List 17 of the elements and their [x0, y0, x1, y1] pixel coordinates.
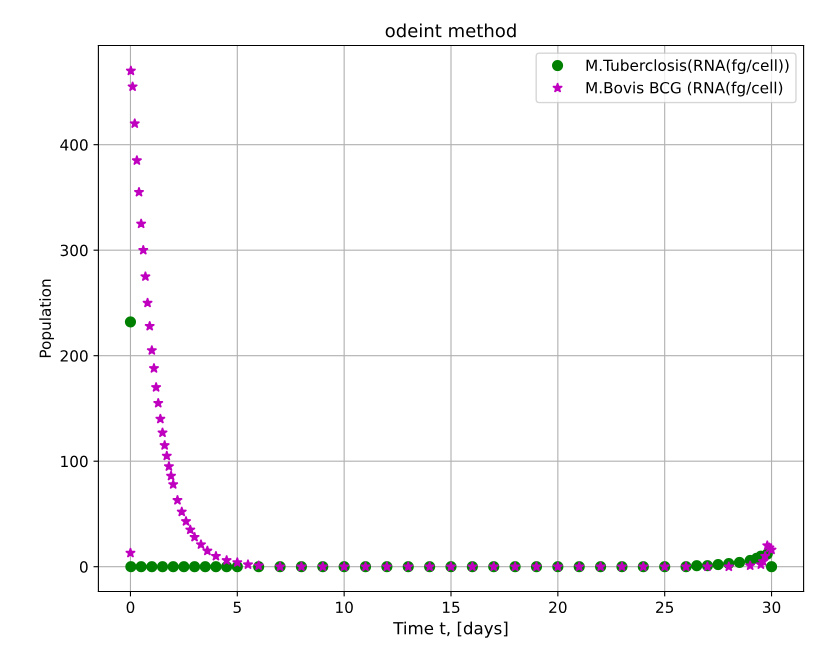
y-tick-label: 200 [60, 350, 88, 362]
x-tick-label: 20 [549, 601, 567, 614]
legend-label: M.Tuberclosis(RNA(fg/cell)) [586, 59, 789, 74]
x-tick-label: 10 [336, 601, 353, 614]
legend-label: M.Bovis BCG (RNA(fg/cell) [586, 82, 782, 96]
x-tick-label: 25 [656, 601, 674, 614]
x-axis-title: Time t, [days] [393, 622, 508, 638]
y-axis-title: Population [39, 280, 54, 358]
x-tick-label: 30 [762, 601, 780, 614]
y-tick-label: 400 [60, 139, 88, 151]
chart-title: odeint method [386, 23, 516, 38]
x-tick-label: 5 [234, 602, 241, 614]
y-tick-label: 100 [61, 456, 88, 468]
x-tick-label: 15 [442, 602, 460, 614]
y-tick-label: 0 [80, 561, 88, 573]
x-tick-label: 0 [126, 601, 134, 614]
y-tick-label: 300 [60, 244, 88, 256]
